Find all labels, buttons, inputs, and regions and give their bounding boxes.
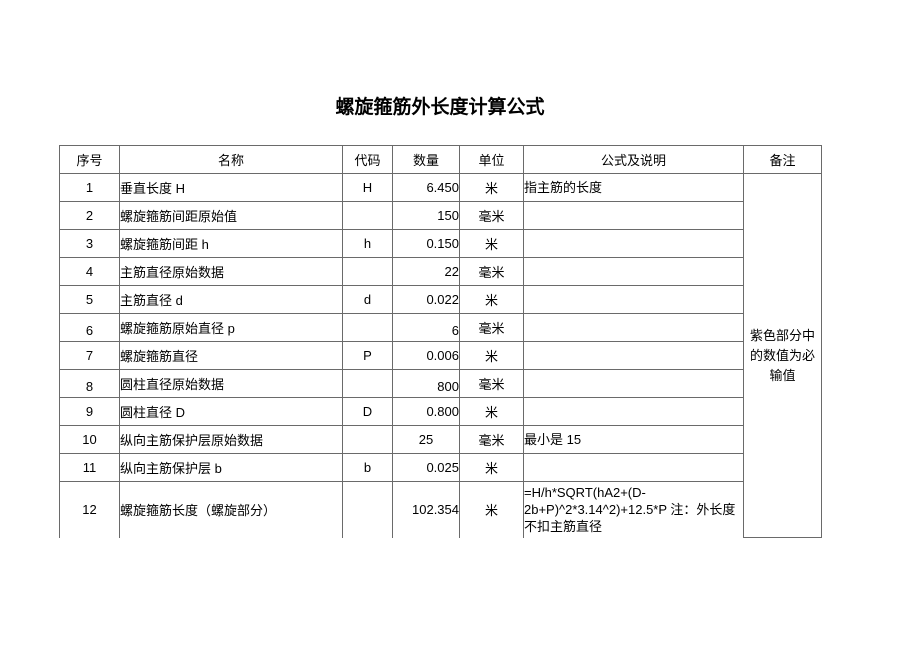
seq-cell: 10	[59, 425, 120, 454]
formula-cell: =H/h*SQRT(hA2+(D-2b+P)^2*3.14^2)+12.5*P …	[523, 481, 744, 538]
seq-cell: 2	[59, 201, 120, 230]
seq-cell: 5	[59, 285, 120, 314]
quantity-cell: 0.022	[392, 285, 460, 314]
column-header: 公式及说明	[523, 145, 744, 174]
formula-cell	[523, 313, 744, 342]
unit-cell: 米	[459, 453, 524, 482]
name-cell: 螺旋箍筋直径	[119, 341, 343, 370]
formula-cell	[523, 285, 744, 314]
table-row: 1 垂直长度 H H 6.450 米指主筋的长度 紫色部分中的数值为必输值	[59, 173, 822, 538]
quantity-cell: 0.150	[392, 229, 460, 258]
quantity-cell: 22	[392, 257, 460, 286]
table-row: 2 螺旋箍筋间距原始值 150 毫米	[59, 201, 822, 230]
unit-cell: 米	[459, 481, 524, 538]
table-row: 11 纵向主筋保护层 b b 0.025 米	[59, 453, 822, 482]
code-cell: H	[342, 173, 393, 202]
unit-cell: 米	[459, 285, 524, 314]
name-cell: 螺旋箍筋原始直径 p	[119, 313, 343, 342]
table-row: 4 主筋直径原始数据 22 毫米	[59, 257, 822, 286]
name-cell: 螺旋箍筋长度（螺旋部分）	[119, 481, 343, 538]
code-cell: d	[342, 285, 393, 314]
table-row: 7 螺旋箍筋直径 P 0.006 米	[59, 341, 822, 370]
header-row: 序号 名称 代码 数量 单位 公式及说明 备注	[59, 145, 822, 174]
name-cell: 垂直长度 H	[119, 173, 343, 202]
formula-cell	[523, 229, 744, 258]
name-cell: 螺旋箍筋间距 h	[119, 229, 343, 258]
formula-cell: 最小是 15	[523, 425, 744, 454]
seq-cell: 9	[59, 397, 120, 426]
seq-cell: 6	[59, 313, 120, 342]
quantity-cell: 6	[392, 313, 460, 342]
page-title: 螺旋箍筋外长度计算公式	[335, 97, 545, 118]
name-cell: 圆柱直径 D	[119, 397, 343, 426]
formula-cell	[523, 257, 744, 286]
name-cell: 圆柱直径原始数据	[119, 369, 343, 398]
formula-cell	[523, 341, 744, 370]
unit-cell: 米	[459, 229, 524, 258]
quantity-cell: 0.025	[392, 453, 460, 482]
table-row: 10 纵向主筋保护层原始数据 25 毫米 最小是 15	[59, 425, 822, 454]
table-row: 5 主筋直径 d d 0.022 米	[59, 285, 822, 314]
quantity-cell: 0.800	[392, 397, 460, 426]
name-cell: 主筋直径原始数据	[119, 257, 343, 286]
code-cell: D	[342, 397, 393, 426]
column-header: 代码	[342, 145, 393, 174]
seq-cell: 1	[59, 173, 120, 202]
quantity-cell: 150	[392, 201, 460, 230]
code-cell: b	[342, 453, 393, 482]
unit-cell: 毫米	[459, 257, 524, 286]
quantity-cell: 0.006	[392, 341, 460, 370]
name-cell: 主筋直径 d	[119, 285, 343, 314]
quantity-cell: 102.354	[392, 481, 460, 538]
table-row: 8 圆柱直径原始数据 800 毫米	[59, 369, 822, 398]
seq-cell: 12	[59, 481, 120, 538]
code-cell	[342, 369, 393, 398]
table-row: 3 螺旋箍筋间距 h h 0.150 米	[59, 229, 822, 258]
name-cell: 螺旋箍筋间距原始值	[119, 201, 343, 230]
table-body: 1 垂直长度 H H 6.450 米指主筋的长度 紫色部分中的数值为必输值 2 螺旋箍筋间距原…	[59, 173, 822, 538]
name-cell: 纵向主筋保护层原始数据	[119, 425, 343, 454]
code-cell	[342, 425, 393, 454]
remark-cell: 紫色部分中的数值为必输值	[743, 173, 822, 538]
unit-cell: 米	[459, 397, 524, 426]
code-cell	[342, 481, 393, 538]
column-header: 备注	[743, 145, 822, 174]
calc-table: 序号 名称 代码 数量 单位 公式及说明 备注 1 垂直长度 H H 6.450 米指主筋的长度 紫色…	[59, 145, 822, 538]
formula-cell	[523, 201, 744, 230]
formula-cell	[523, 397, 744, 426]
column-header: 名称	[119, 145, 343, 174]
seq-cell: 7	[59, 341, 120, 370]
unit-cell: 毫米	[459, 425, 524, 454]
column-header: 序号	[59, 145, 120, 174]
seq-cell: 11	[59, 453, 120, 482]
quantity-cell: 25	[392, 425, 460, 454]
unit-cell: 毫米	[459, 313, 524, 342]
unit-cell: 米	[459, 173, 524, 202]
code-cell	[342, 201, 393, 230]
unit-cell: 毫米	[459, 201, 524, 230]
formula-cell	[523, 453, 744, 482]
unit-cell: 米	[459, 341, 524, 370]
name-cell: 纵向主筋保护层 b	[119, 453, 343, 482]
quantity-cell: 800	[392, 369, 460, 398]
table-header-row: 序号 名称 代码 数量 单位 公式及说明 备注	[59, 145, 822, 174]
seq-cell: 3	[59, 229, 120, 258]
unit-cell: 毫米	[459, 369, 524, 398]
seq-cell: 8	[59, 369, 120, 398]
code-cell: h	[342, 229, 393, 258]
column-header: 单位	[459, 145, 524, 174]
column-header: 数量	[392, 145, 460, 174]
formula-cell	[523, 369, 744, 398]
code-cell: P	[342, 341, 393, 370]
code-cell	[342, 313, 393, 342]
code-cell	[342, 257, 393, 286]
seq-cell: 4	[59, 257, 120, 286]
table-row: 6 螺旋箍筋原始直径 p 6 毫米	[59, 313, 822, 342]
quantity-cell: 6.450	[392, 173, 460, 202]
formula-cell: 指主筋的长度	[523, 173, 744, 202]
table-row: 12 螺旋箍筋长度（螺旋部分） 102.354 米 =H/h*SQRT(hA2+(D-2…	[59, 481, 822, 538]
table-row: 9 圆柱直径 D D 0.800 米	[59, 397, 822, 426]
